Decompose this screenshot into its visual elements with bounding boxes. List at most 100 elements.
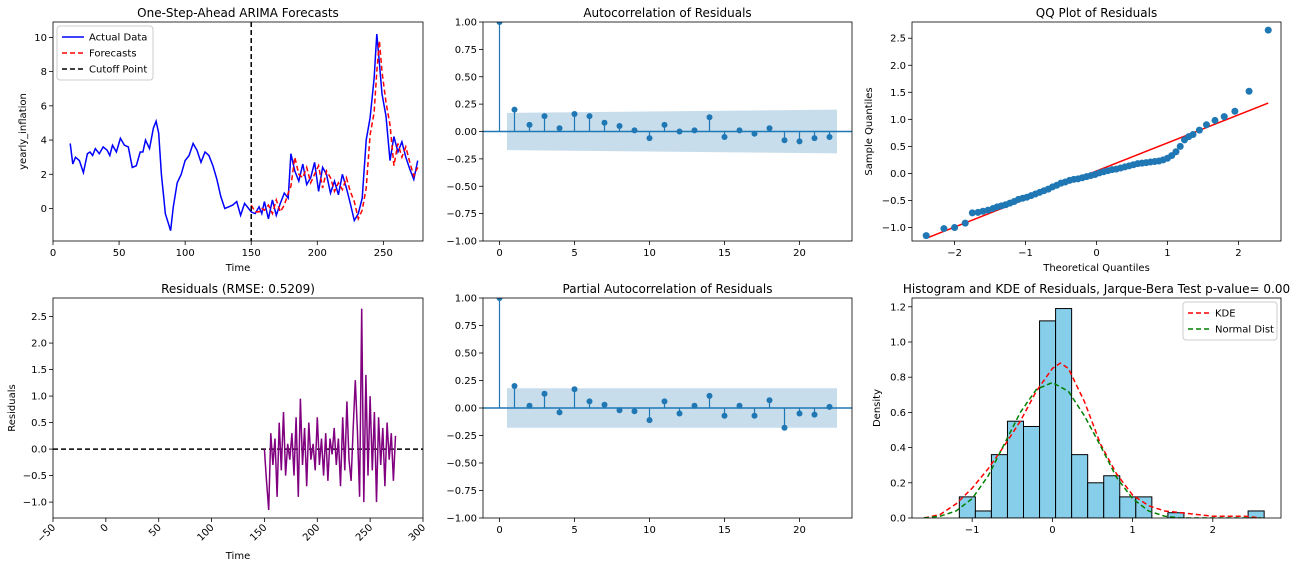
stem-marker [766, 125, 773, 132]
x-tick-label: 0 [496, 525, 502, 536]
stem-marker [751, 412, 758, 419]
qq-point [968, 209, 976, 217]
series-line-forecasts [250, 40, 419, 222]
x-tick-label: 150 [248, 522, 269, 543]
x-tick-label: −50 [35, 522, 58, 545]
x-tick-label: 1 [1129, 525, 1135, 536]
x-tick-label: 10 [643, 248, 656, 259]
x-tick-label: −1 [1018, 248, 1033, 259]
legend-label: Actual Data [89, 33, 147, 44]
axes-frame [52, 297, 424, 519]
y-tick-label: −0.75 [446, 486, 477, 497]
chart-title: One-Step-Ahead ARIMA Forecasts [137, 6, 339, 20]
x-tick-label: 2 [1235, 248, 1241, 259]
x-tick-label: 200 [308, 248, 327, 259]
x-tick-label: −1 [965, 525, 980, 536]
y-tick-label: 2.5 [890, 34, 906, 45]
qq-point [1220, 113, 1228, 121]
x-tick-label: 150 [242, 248, 261, 259]
x-tick-label: 20 [793, 525, 806, 536]
y-tick-label: 0.50 [455, 349, 477, 360]
y-tick-label: −0.5 [23, 471, 47, 482]
x-tick-label: 1 [1164, 248, 1170, 259]
stem-marker [616, 123, 623, 130]
y-tick-label: 0.5 [31, 418, 47, 429]
x-axis-label: Theoretical Quantiles [1042, 263, 1150, 274]
x-tick-label: 50 [113, 248, 126, 259]
qq-point [1189, 130, 1197, 138]
stem-marker [541, 390, 548, 397]
residual-line [263, 308, 397, 511]
hist-bar [1023, 425, 1041, 518]
plot-area [923, 308, 1265, 518]
x-tick-label: 250 [354, 522, 375, 543]
stem-marker [601, 119, 608, 126]
x-tick-label: 15 [718, 525, 731, 536]
stem-marker [631, 408, 638, 415]
x-tick-label: 0 [50, 248, 56, 259]
y-tick-label: 0.6 [890, 408, 906, 419]
x-tick-label: 5 [571, 248, 577, 259]
stem-marker [556, 409, 563, 416]
legend-label: KDE [1215, 309, 1236, 320]
y-tick-label: 0.5 [890, 142, 906, 153]
legend-box [56, 25, 154, 81]
legend-box [1182, 301, 1278, 341]
chart-pacf: 0 5 10 15 20 −1.00 −0.75 −0.50 −0.25 0.00 0.25 0.50… [446, 282, 853, 536]
chart-title: QQ Plot of Residuals [1036, 6, 1157, 20]
qq-point [1264, 26, 1272, 34]
stem-marker [796, 138, 803, 145]
x-tick-label: 300 [407, 522, 428, 543]
stem-marker [511, 106, 518, 113]
y-tick-label: −0.25 [446, 154, 477, 165]
y-tick-label: 10 [34, 33, 47, 44]
y-tick-label: −0.50 [446, 182, 477, 193]
plot-area [69, 22, 419, 241]
stem-marker [661, 121, 668, 128]
stem-marker [736, 127, 743, 134]
plot-area [483, 22, 852, 154]
y-tick-label: 1.00 [455, 294, 477, 305]
hist-bar [958, 496, 976, 518]
hist-bar [1055, 308, 1073, 518]
plot-area [53, 308, 423, 511]
y-tick-label: 0.00 [455, 127, 477, 138]
stem-marker [751, 130, 758, 137]
x-tick-label: 0 [1093, 248, 1099, 259]
qq-point [1245, 87, 1253, 95]
stem-marker [496, 22, 503, 25]
hist-bar [1103, 475, 1121, 518]
stem-marker [556, 125, 563, 132]
chart-title: Residuals (RMSE: 0.5209) [161, 282, 315, 296]
y-tick-label: 0.8 [890, 373, 906, 384]
stem-marker [646, 135, 653, 142]
qq-point [1202, 121, 1210, 129]
y-tick-label: 4 [41, 136, 47, 147]
chart-qq: −2 −1 0 1 2 −1.0 −0.5 0.0 0.5 1.0 1.5 2.0 2.5 QQ Plot… [864, 6, 1282, 274]
stem-marker [541, 113, 548, 120]
y-tick-label: −1.00 [446, 514, 477, 525]
stem-marker [586, 398, 593, 405]
y-tick-label: 0.50 [455, 72, 477, 83]
x-tick-label: 0 [99, 522, 111, 534]
y-tick-label: −0.50 [446, 459, 477, 470]
series-line-normal-dist [923, 381, 1261, 518]
stem-marker [496, 298, 503, 301]
y-tick-label: 0.75 [455, 45, 477, 56]
hist-bar [990, 454, 1008, 518]
x-tick-label: 50 [147, 522, 164, 539]
y-tick-label: 0.2 [890, 478, 906, 489]
y-tick-label: 2.0 [890, 61, 906, 72]
stem-marker [811, 135, 818, 142]
series-line-actual-data [69, 33, 419, 231]
chart-title: Autocorrelation of Residuals [583, 6, 751, 20]
stem-marker [721, 133, 728, 140]
y-tick-label: −0.25 [446, 431, 477, 442]
y-tick-label: 1.0 [890, 115, 906, 126]
stem-marker [511, 383, 518, 389]
x-tick-label: 0 [496, 248, 502, 259]
x-tick-label: 10 [643, 525, 656, 536]
x-tick-label: 250 [374, 248, 393, 259]
stem-marker [616, 407, 623, 414]
